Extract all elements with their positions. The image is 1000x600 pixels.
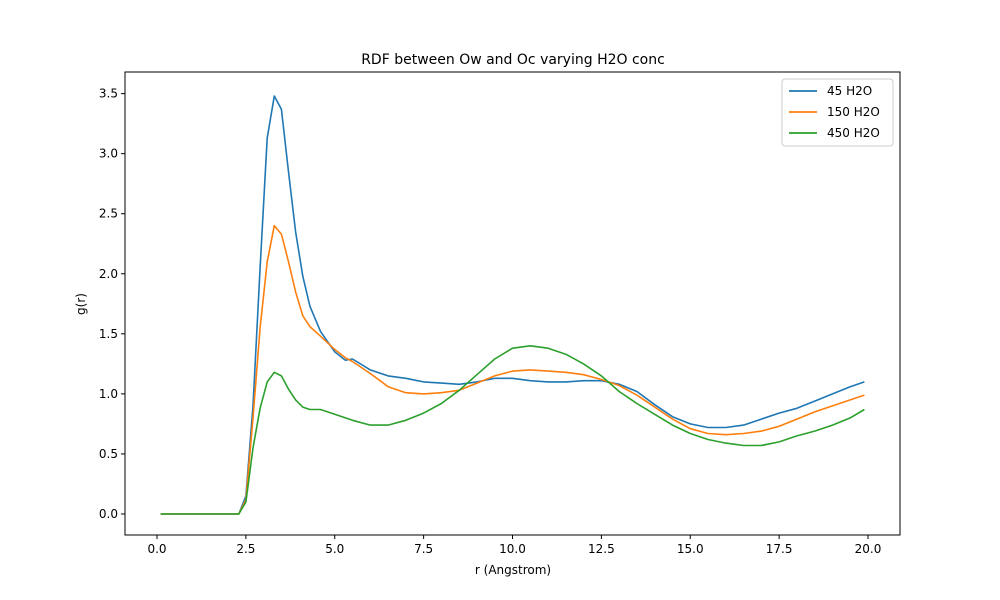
y-axis-ticks: 0.0 0.5 1.0 1.5 2.0 2.5 3.0 3.5: [99, 87, 125, 521]
legend-label-2: 450 H2O: [827, 126, 880, 140]
y-tick-label: 3.0: [99, 147, 118, 161]
y-tick-label: 0.0: [99, 507, 118, 521]
x-axis-ticks: 0.0 2.5 5.0 7.5 10.0 12.5 15.0 17.5 20.0: [147, 535, 881, 556]
y-tick-label: 0.5: [99, 447, 118, 461]
x-tick-label: 2.5: [236, 542, 255, 556]
x-tick-label: 10.0: [499, 542, 526, 556]
x-tick-label: 17.5: [766, 542, 793, 556]
y-axis-label: g(r): [74, 293, 88, 315]
y-tick-label: 3.5: [99, 87, 118, 101]
series-line-1: [160, 224, 865, 515]
x-tick-label: 20.0: [855, 542, 882, 556]
series-line-2: [160, 344, 865, 515]
legend-label-1: 150 H2O: [827, 105, 880, 119]
y-tick-label: 1.0: [99, 387, 118, 401]
legend-label-0: 45 H2O: [827, 84, 872, 98]
x-tick-label: 5.0: [325, 542, 344, 556]
chart-title: RDF between Ow and Oc varying H2O conc: [361, 52, 665, 68]
y-tick-label: 1.5: [99, 327, 118, 341]
legend-box: [781, 78, 894, 147]
y-tick-label: 2.0: [99, 267, 118, 281]
legend: 45 H2O 150 H2O 450 H2O: [781, 78, 894, 147]
x-tick-label: 0.0: [147, 542, 166, 556]
series-line-0: [160, 95, 865, 515]
y-tick-label: 2.5: [99, 207, 118, 221]
x-tick-label: 12.5: [588, 542, 615, 556]
x-axis-label: r (Angstrom): [475, 563, 551, 577]
x-tick-label: 7.5: [414, 542, 433, 556]
x-tick-label: 15.0: [677, 542, 704, 556]
plot-lines: [160, 95, 865, 515]
